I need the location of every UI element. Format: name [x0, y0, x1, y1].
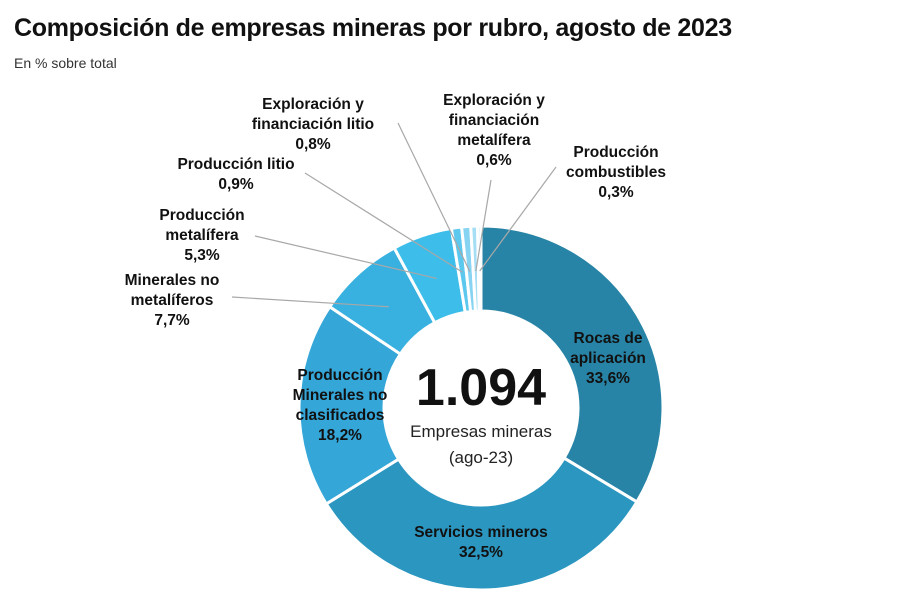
center-sublabel: (ago-23) [449, 448, 513, 467]
label-servicios-mineros: Servicios mineros 32,5% [414, 524, 548, 561]
center-total: 1.094 [416, 359, 546, 417]
slice-labels: Rocas de aplicación 33,6% Servicios mineros… [125, 92, 666, 561]
label-produccion-metalifera: Producción metalífera 5,3% [159, 207, 244, 264]
leader-line-produccion-metalifera [254, 235, 437, 279]
center-label: Empresas mineras [410, 422, 552, 441]
leader-line-exploracion-y-financiacion-metalifera [475, 179, 492, 272]
leader-line-minerales-no-metaliferos [231, 296, 389, 308]
label-produccion-combustibles: Producción combustibles 0,3% [566, 144, 666, 201]
slice-servicios-mineros [324, 456, 639, 592]
slice-produccion-combustibles [476, 224, 483, 313]
label-exploracion-y-financiacion-metalifera: Exploración y financiación metalífera 0,6% [443, 92, 545, 169]
chart-title: Composición de empresas mineras por rubr… [14, 14, 732, 42]
leader-lines [231, 122, 557, 308]
label-produccion-minerales-no-clasificados: Producción Minerales no clasificados 18,2% [293, 367, 388, 444]
label-minerales-no-metaliferos: Minerales no metalíferos 7,7% [125, 272, 220, 329]
label-rocas-de-aplicacion: Rocas de aplicación 33,6% [570, 330, 646, 387]
label-exploracion-y-financiacion-litio: Exploración y financiación litio 0,8% [252, 96, 374, 153]
leader-line-exploracion-y-financiacion-litio [397, 122, 471, 272]
slice-produccion-minerales-no-clasificados [297, 305, 402, 506]
donut-slices [297, 224, 665, 592]
leader-line-produccion-combustibles [479, 166, 557, 272]
chart-subtitle: En % sobre total [14, 55, 117, 71]
slice-rocas-de-aplicacion [479, 224, 665, 504]
label-produccion-litio: Producción litio 0,9% [177, 156, 294, 193]
leader-line-produccion-litio [304, 172, 463, 273]
